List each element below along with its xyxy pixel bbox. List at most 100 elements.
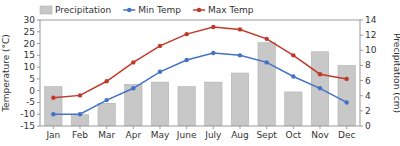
legend-item: Min Temp bbox=[123, 5, 181, 15]
point bbox=[238, 53, 242, 57]
y-tick-label: 5 bbox=[29, 74, 35, 84]
x-tick-label: Jan bbox=[45, 130, 60, 140]
y2-tick-label: 4 bbox=[365, 91, 371, 101]
point bbox=[158, 44, 162, 48]
line bbox=[53, 27, 346, 98]
bar bbox=[338, 65, 355, 126]
x-tick-label: Dec bbox=[338, 130, 355, 140]
bar bbox=[205, 82, 222, 126]
y-tick bbox=[37, 67, 40, 68]
x-tick-label: Mar bbox=[98, 130, 115, 140]
x-tick bbox=[133, 126, 134, 129]
y-tick-label: -10 bbox=[20, 109, 35, 119]
bar bbox=[231, 73, 248, 126]
y2-axis-label: Precipitation (cm) bbox=[392, 33, 400, 113]
x-tick-label: Oct bbox=[286, 130, 302, 140]
legend-label: Min Temp bbox=[138, 5, 181, 15]
y2-tick bbox=[360, 50, 363, 51]
y2-tick-label: 6 bbox=[365, 76, 371, 86]
chart: -15-10-505101520253002468101214JanFebMar… bbox=[0, 0, 400, 146]
y-axis-label: Temperature (°C) bbox=[1, 34, 11, 113]
y-tick bbox=[37, 20, 40, 21]
legend-swatch bbox=[40, 6, 52, 14]
bar bbox=[258, 43, 275, 126]
point bbox=[291, 74, 295, 78]
point bbox=[291, 53, 295, 57]
y2-tick bbox=[360, 80, 363, 81]
bar bbox=[311, 52, 328, 126]
y2-tick-label: 14 bbox=[365, 15, 377, 25]
point bbox=[104, 98, 108, 102]
x-tick bbox=[213, 126, 214, 129]
legend-label: Max Temp bbox=[208, 5, 254, 15]
y2-tick bbox=[360, 95, 363, 96]
x-tick bbox=[240, 126, 241, 129]
point bbox=[211, 51, 215, 55]
y2-tick-label: 2 bbox=[365, 106, 371, 116]
bar bbox=[285, 92, 302, 126]
x-tick bbox=[293, 126, 294, 129]
y-tick bbox=[37, 55, 40, 56]
x-tick-label: Apr bbox=[126, 130, 142, 140]
x-tick bbox=[53, 126, 54, 129]
y2-tick bbox=[360, 65, 363, 66]
y-tick bbox=[37, 78, 40, 79]
bar bbox=[151, 82, 168, 126]
y-tick bbox=[37, 31, 40, 32]
point bbox=[184, 32, 188, 36]
y2-tick bbox=[360, 110, 363, 111]
x-tick-label: June bbox=[176, 130, 197, 140]
y-tick-label: 15 bbox=[24, 50, 35, 60]
y2-tick-label: 0 bbox=[365, 121, 371, 131]
y-tick-label: 30 bbox=[24, 15, 36, 25]
legend-item: Max Temp bbox=[193, 5, 254, 15]
y-tick bbox=[37, 43, 40, 44]
point bbox=[158, 70, 162, 74]
x-tick bbox=[106, 126, 107, 129]
y-tick-label: 20 bbox=[24, 39, 36, 49]
point bbox=[51, 112, 55, 116]
x-tick bbox=[346, 126, 347, 129]
point bbox=[318, 86, 322, 90]
point bbox=[344, 77, 348, 81]
y2-tick-label: 12 bbox=[365, 30, 376, 40]
legend: Precipitation Min Temp Max Temp bbox=[40, 5, 254, 15]
point bbox=[264, 37, 268, 41]
bar bbox=[178, 87, 195, 126]
x-tick-label: Aug bbox=[231, 130, 249, 140]
x-tick bbox=[186, 126, 187, 129]
point bbox=[211, 25, 215, 29]
x-tick bbox=[80, 126, 81, 129]
legend-label: Precipitation bbox=[55, 5, 111, 15]
legend-marker bbox=[197, 8, 201, 12]
y-tick-label: 10 bbox=[24, 62, 36, 72]
y2-tick-label: 8 bbox=[365, 60, 371, 70]
plot-frame bbox=[40, 20, 360, 126]
y-tick bbox=[37, 90, 40, 91]
point bbox=[184, 58, 188, 62]
y-tick-label: -15 bbox=[20, 121, 35, 131]
bar bbox=[45, 87, 62, 126]
point bbox=[344, 100, 348, 104]
x-tick-label: Nov bbox=[311, 130, 329, 140]
y-tick-label: -5 bbox=[26, 97, 35, 107]
point bbox=[104, 79, 108, 83]
point bbox=[264, 60, 268, 64]
point bbox=[131, 60, 135, 64]
x-tick-label: May bbox=[151, 130, 170, 140]
y-tick-label: 25 bbox=[24, 27, 35, 37]
y2-tick bbox=[360, 126, 363, 127]
legend-marker bbox=[127, 8, 131, 12]
y-tick bbox=[37, 114, 40, 115]
point bbox=[238, 27, 242, 31]
x-tick-label: July bbox=[204, 130, 222, 140]
point bbox=[131, 86, 135, 90]
y-tick-label: 0 bbox=[29, 86, 35, 96]
y-tick bbox=[37, 102, 40, 103]
y2-tick-label: 10 bbox=[365, 45, 377, 55]
y2-tick bbox=[360, 20, 363, 21]
x-tick-label: Feb bbox=[72, 130, 88, 140]
bar bbox=[98, 103, 115, 126]
plot-area bbox=[45, 25, 356, 126]
x-tick-label: Sept bbox=[256, 130, 277, 140]
